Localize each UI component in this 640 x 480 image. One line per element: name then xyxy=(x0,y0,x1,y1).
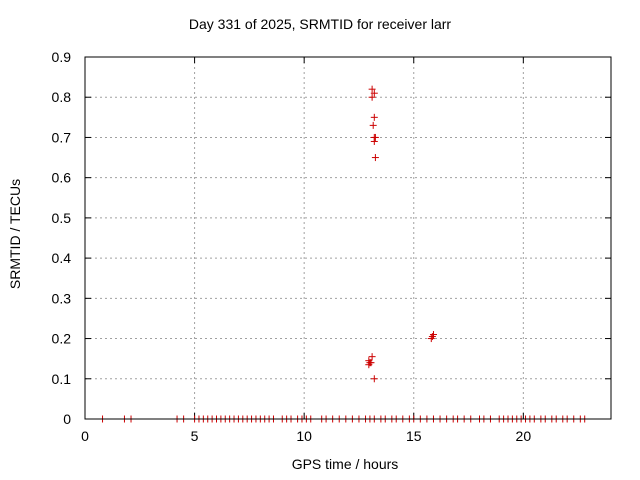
data-point xyxy=(371,133,379,141)
data-point xyxy=(371,154,379,162)
y-tick-label: 0.4 xyxy=(52,250,72,266)
y-tick-label: 0.6 xyxy=(52,170,72,186)
data-point xyxy=(370,113,378,121)
y-tick-label: 0.5 xyxy=(52,210,72,226)
data-point xyxy=(428,333,436,341)
plot-frame xyxy=(84,56,612,420)
x-tick-label: 15 xyxy=(406,428,422,444)
y-tick-label: 0.9 xyxy=(52,49,72,65)
data-points xyxy=(99,85,589,423)
x-tick-label: 0 xyxy=(81,428,89,444)
y-tick-label: 0.8 xyxy=(52,89,72,105)
data-point xyxy=(368,85,376,93)
x-tick-label: 5 xyxy=(191,428,199,444)
chart-title: Day 331 of 2025, SRMTID for receiver lar… xyxy=(188,16,452,32)
y-tick-label: 0 xyxy=(63,411,71,427)
data-point xyxy=(370,375,378,383)
data-point xyxy=(370,137,378,145)
data-point xyxy=(368,93,376,101)
grid-lines xyxy=(85,57,611,419)
data-point xyxy=(367,359,375,367)
data-point xyxy=(368,353,376,361)
data-point xyxy=(369,121,377,129)
x-tick-label: 10 xyxy=(296,428,312,444)
axis-ticks: 0 5 10 15 20 0 0.1 0.2 0.3 0.4 0.5 0.6 0.7 0.8 0.9 xyxy=(52,49,611,444)
data-point xyxy=(370,89,378,97)
y-tick-label: 0.2 xyxy=(52,331,72,347)
y-tick-label: 0.1 xyxy=(52,371,72,387)
x-tick-label: 20 xyxy=(516,428,532,444)
y-tick-label: 0.3 xyxy=(52,290,72,306)
x-axis-label: GPS time / hours xyxy=(291,456,399,472)
y-tick-label: 0.7 xyxy=(52,129,72,145)
